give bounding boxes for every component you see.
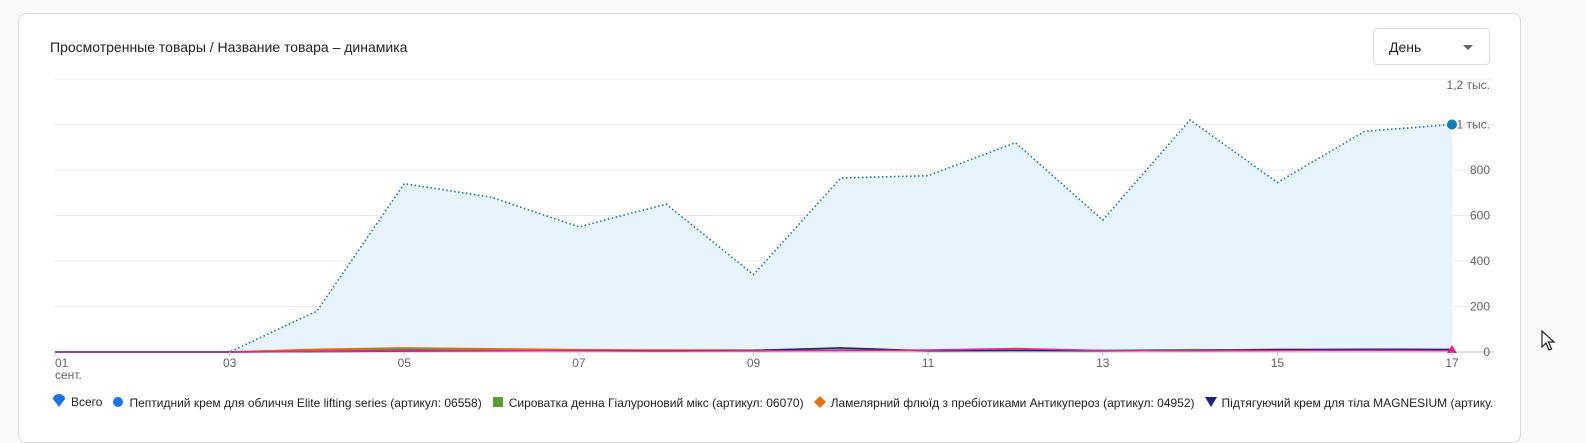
series-end-marker xyxy=(1447,345,1457,353)
x-tick-label: 17 xyxy=(1445,356,1459,370)
y-tick-label: 1 тыс. xyxy=(1457,118,1490,132)
legend-label: Сироватка денна Гіалуроновий мікс (артик… xyxy=(508,396,804,410)
total-line xyxy=(55,118,1453,353)
x-tick-label: 07 xyxy=(572,356,586,370)
y-tick-label: 800 xyxy=(1470,163,1490,177)
period-select-value: День xyxy=(1389,39,1422,55)
period-select[interactable]: День xyxy=(1373,28,1490,65)
diamond-marker-icon xyxy=(813,395,826,411)
x-tick-label: 15 xyxy=(1271,356,1285,370)
x-tick-label: 05 xyxy=(398,356,412,370)
legend-item[interactable]: Пептидний крем для обличчя Elite lifting… xyxy=(112,394,482,412)
legend-label: Всего xyxy=(71,395,103,409)
triangle-down-marker-icon xyxy=(1204,396,1217,411)
series-line xyxy=(55,347,1453,353)
legend-label: Ламелярний флюїд з пребіотиками Антикупе… xyxy=(830,396,1195,410)
square-marker-icon xyxy=(492,396,504,411)
x-tick-label: 01 xyxy=(55,356,69,370)
x-tick-sublabel: сент. xyxy=(55,368,82,382)
chart-title: Просмотренные товары / Название товара –… xyxy=(50,39,408,55)
x-tick-label: 03 xyxy=(223,356,237,370)
legend-item[interactable]: Ламелярний флюїд з пребіотиками Антикупе… xyxy=(813,394,1195,412)
teardrop-marker-icon xyxy=(52,393,66,411)
legend-item[interactable]: Всего xyxy=(52,393,102,411)
legend-item[interactable]: Підтягуючий крем для тіла MAGNESIUM (арт… xyxy=(1204,394,1492,412)
legend-label: Пептидний крем для обличчя Elite lifting… xyxy=(129,396,482,410)
y-tick-label: 200 xyxy=(1470,300,1490,314)
legend-item[interactable]: Сироватка денна Гіалуроновий мікс (артик… xyxy=(492,394,804,412)
y-tick-label: 0 xyxy=(1483,345,1490,359)
y-tick-label: 1,2 тыс. xyxy=(1447,78,1490,92)
legend-label: Підтягуючий крем для тіла MAGNESIUM (арт… xyxy=(1221,396,1492,410)
page-scrollbar[interactable] xyxy=(1565,0,1586,432)
total-end-marker xyxy=(1447,119,1457,130)
x-tick-label: 11 xyxy=(922,356,935,370)
y-tick-label: 600 xyxy=(1470,209,1490,223)
y-tick-label: 400 xyxy=(1470,254,1490,268)
chevron-down-icon xyxy=(1463,45,1473,50)
x-tick-label: 09 xyxy=(747,356,761,370)
mouse-cursor-icon xyxy=(1541,330,1556,351)
x-tick-label: 13 xyxy=(1096,356,1110,370)
total-area xyxy=(55,119,1452,352)
chart-legend: Всего Пептидний крем для обличчя Elite li… xyxy=(52,393,1492,413)
circle-marker-icon xyxy=(112,396,124,411)
